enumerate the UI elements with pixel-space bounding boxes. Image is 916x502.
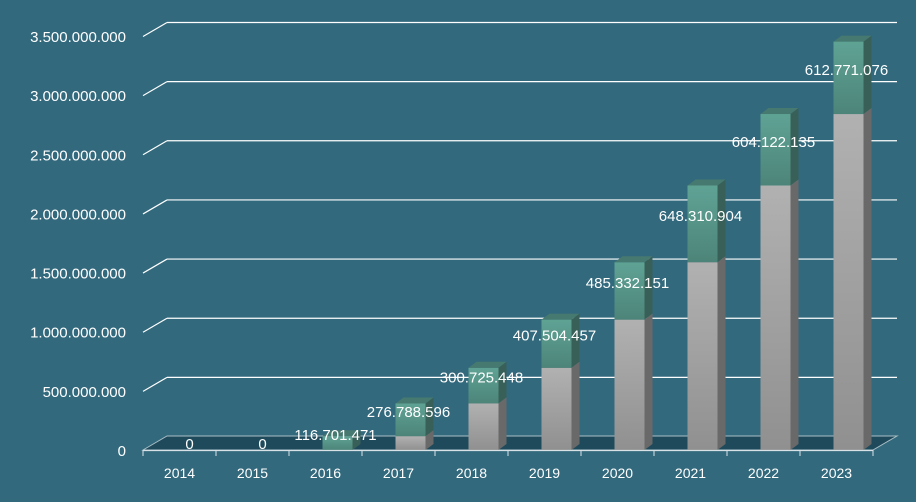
data-label-2015: 0 xyxy=(258,436,266,453)
bar-side xyxy=(863,35,872,115)
y-tick-label: 2.500.000.000 xyxy=(30,147,126,164)
data-label-2018: 300.725.448 xyxy=(440,370,523,387)
bar-side xyxy=(790,179,799,450)
x-tick-label: 2015 xyxy=(237,465,268,481)
x-tick-label: 2018 xyxy=(456,465,487,481)
bar-segment-2023-s0 xyxy=(833,108,872,450)
bar-segment-2018-s0 xyxy=(468,397,507,450)
bar-segment-2020-s1 xyxy=(614,256,653,320)
bar-segment-2018-s1 xyxy=(468,361,507,404)
bar-front xyxy=(614,262,645,320)
x-tick-label: 2014 xyxy=(164,465,195,481)
bar-front xyxy=(833,114,864,450)
x-tick-label: 2022 xyxy=(748,465,779,481)
data-label-2019: 407.504.457 xyxy=(513,328,596,345)
bar-top xyxy=(760,108,799,115)
bar-segment-2022-s1 xyxy=(760,108,799,186)
data-label-2023: 612.771.076 xyxy=(805,62,888,79)
gridline-1 xyxy=(142,376,168,392)
y-tick-label: 500.000.000 xyxy=(43,384,126,401)
bar-side xyxy=(644,256,653,320)
bar-segment-2022-s0 xyxy=(760,179,799,450)
x-tick-label: 2020 xyxy=(602,465,633,481)
gridline-6 xyxy=(142,81,168,97)
gridline-7 xyxy=(142,21,168,38)
x-tick-label: 2019 xyxy=(529,465,560,481)
x-tick-label: 2023 xyxy=(821,465,852,481)
bar-front xyxy=(468,367,499,404)
bar-segment-2021-s0 xyxy=(687,256,726,450)
bar-top xyxy=(468,361,507,368)
bar-side xyxy=(352,430,361,450)
bar-front xyxy=(760,185,791,450)
x-tick-label: 2017 xyxy=(383,465,414,481)
data-label-2014: 0 xyxy=(185,436,193,453)
data-label-2020: 485.332.151 xyxy=(586,275,669,292)
gridline-4 xyxy=(142,199,168,215)
y-tick-label: 3.500.000.000 xyxy=(30,29,126,46)
bar-side xyxy=(717,256,726,450)
bar-front xyxy=(541,319,572,368)
bar-segment-2019-s1 xyxy=(541,313,580,368)
bar-front xyxy=(395,403,426,437)
bar-segment-2019-s0 xyxy=(541,361,580,450)
bar-top xyxy=(614,256,653,263)
bar-side xyxy=(790,108,799,186)
x-axis: 2014 2015 2016 2017 2018 2019 2020 2021 2022 2023 xyxy=(142,449,874,481)
bar-segment-2016-s1 xyxy=(322,430,361,450)
bar-front xyxy=(687,262,718,450)
x-tick-label: 2016 xyxy=(310,465,341,481)
bar-side xyxy=(571,361,580,450)
bar-top xyxy=(322,430,361,437)
y-tick-label: 2.000.000.000 xyxy=(30,206,126,223)
data-label-2022: 604.122.135 xyxy=(732,134,815,151)
gridline-3 xyxy=(142,258,168,274)
gridline-5 xyxy=(142,140,168,156)
bar-side xyxy=(863,108,872,450)
y-tick-label: 1.000.000.000 xyxy=(30,325,126,342)
data-label-2016: 116.701.471 xyxy=(294,427,376,444)
bars xyxy=(322,35,872,450)
bar-top xyxy=(395,397,434,404)
bar-segment-2020-s0 xyxy=(614,313,653,450)
bar-side xyxy=(571,313,580,368)
bar-segment-2021-s1 xyxy=(687,179,726,263)
bar-front xyxy=(833,41,864,115)
bar-front xyxy=(541,367,572,450)
bar-side xyxy=(425,430,434,450)
data-label-2021: 648.310.904 xyxy=(659,208,742,225)
bar-front xyxy=(687,185,718,263)
bar-front xyxy=(614,319,645,450)
bar-front xyxy=(395,436,426,450)
data-labels: 0 0 116.701.471 276.788.596 300.725.448 407.5… xyxy=(185,62,888,453)
y-axis: 0 500.000.000 1.000.000.000 1.500.000.000 2.… xyxy=(30,29,126,460)
y-tick-label: 3.000.000.000 xyxy=(30,88,126,105)
x-tick-label: 2021 xyxy=(675,465,706,481)
bar-top xyxy=(833,35,872,42)
bar-side xyxy=(498,397,507,450)
data-label-2017: 276.788.596 xyxy=(367,404,450,421)
bar-front xyxy=(468,403,499,450)
bar-front xyxy=(760,114,791,186)
bar-side xyxy=(644,313,653,450)
y-tick-label: 1.500.000.000 xyxy=(30,266,126,283)
bar-segment-2023-s1 xyxy=(833,35,872,115)
bar-front xyxy=(322,436,353,450)
bar-top xyxy=(541,313,580,320)
gridline-2 xyxy=(142,317,168,333)
y-tick-label: 0 xyxy=(118,443,126,460)
bar-side xyxy=(498,361,507,404)
bar-top xyxy=(687,179,726,186)
bar-side xyxy=(425,397,434,437)
bar-side xyxy=(717,179,726,263)
bar-segment-2017-s1 xyxy=(395,397,434,437)
